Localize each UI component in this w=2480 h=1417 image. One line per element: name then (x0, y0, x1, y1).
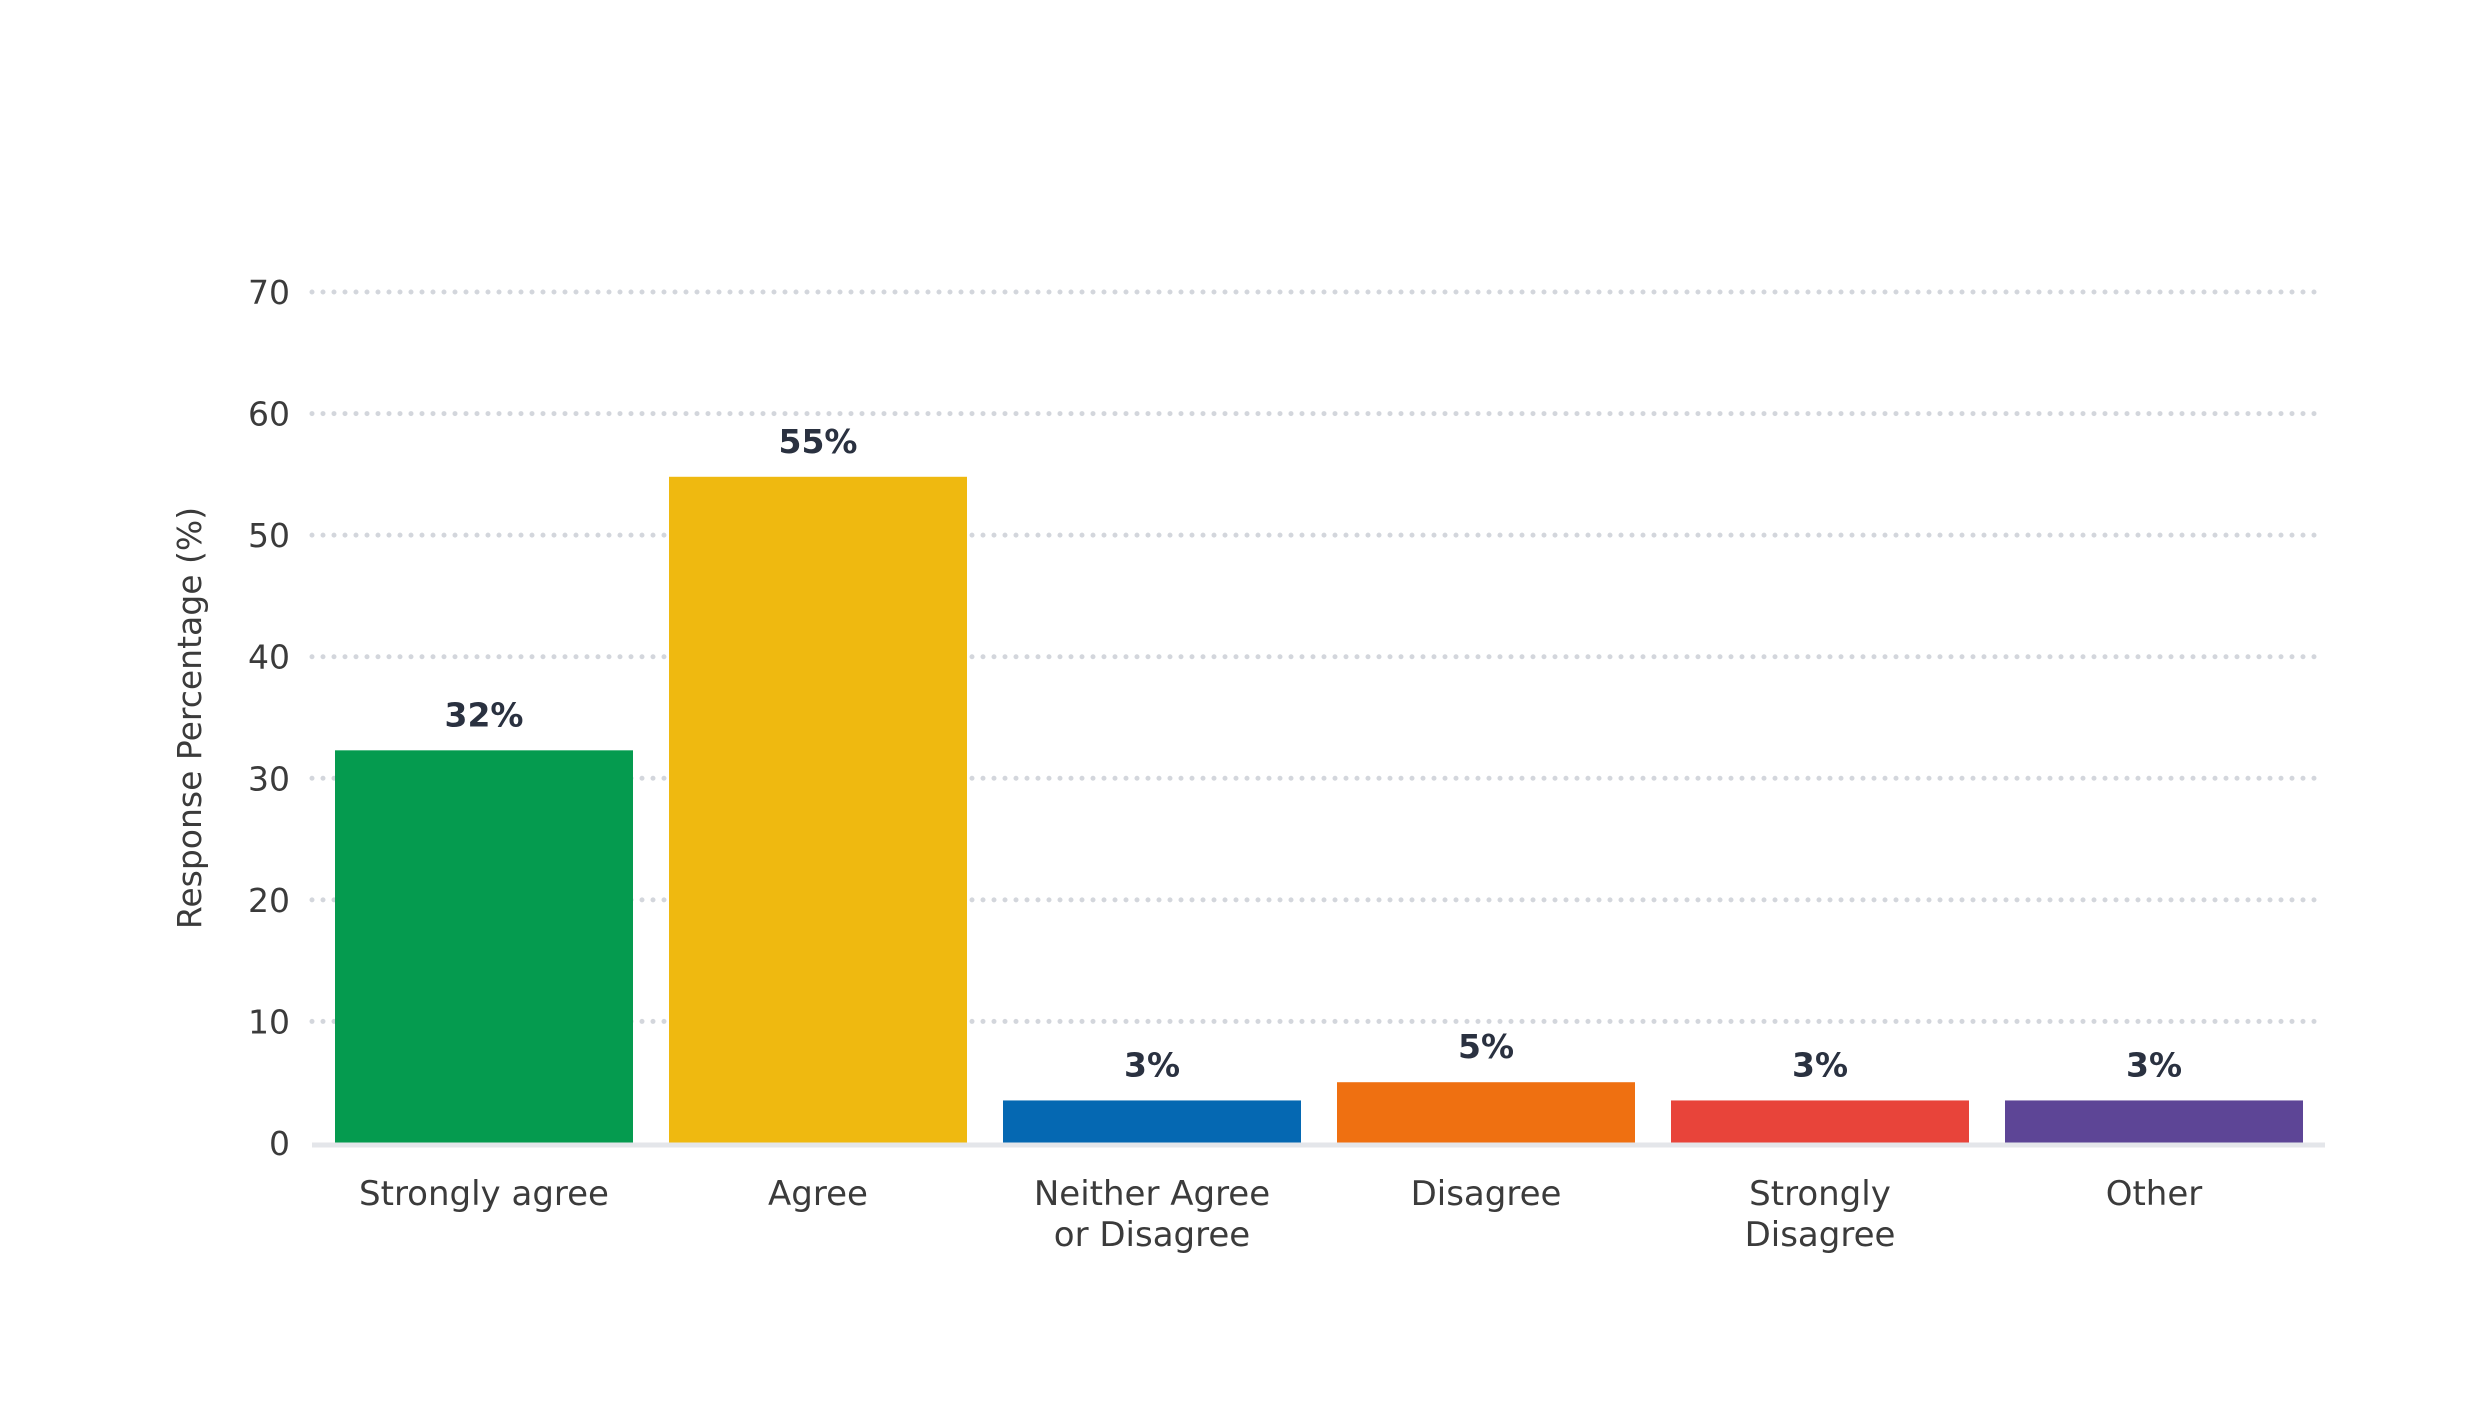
y-tick-label: 70 (248, 273, 290, 312)
category-label-line: Strongly (1749, 1174, 1891, 1214)
y-tick-label: 30 (248, 759, 290, 798)
category-label: Other (2106, 1174, 2203, 1214)
y-axis-title: Response Percentage (%) (170, 507, 209, 929)
category-label: Strongly agree (359, 1174, 609, 1214)
y-tick-label: 20 (248, 881, 290, 920)
category-label-line: Neither Agree (1034, 1174, 1270, 1214)
category-label: Neither Agree or Disagree (1034, 1174, 1270, 1255)
category-label-line: Other (2106, 1174, 2203, 1214)
data-labels: 32% 55% 3% 5% 3% 3% (445, 422, 2183, 1085)
bar (335, 750, 633, 1143)
category-label-line: Agree (768, 1174, 868, 1214)
data-label: 55% (779, 422, 858, 461)
bar (1671, 1100, 1969, 1143)
x-axis-category-labels: Strongly agree Agree Neither Agree or Disag… (359, 1174, 2202, 1255)
bar (1003, 1100, 1301, 1143)
y-tick-label: 40 (248, 638, 290, 677)
bar (2005, 1100, 2303, 1143)
bars (335, 476, 2303, 1143)
data-label: 3% (1124, 1045, 1180, 1084)
data-label: 3% (1792, 1045, 1848, 1084)
category-label-line: Strongly agree (359, 1174, 609, 1214)
bar (669, 476, 967, 1143)
category-label: Disagree (1411, 1174, 1562, 1214)
category-label-line: Disagree (1411, 1174, 1562, 1214)
y-tick-label: 50 (248, 516, 290, 555)
category-label-line: or Disagree (1054, 1215, 1250, 1255)
y-tick-label: 10 (248, 1002, 290, 1041)
category-label: Strongly Disagree (1745, 1174, 1896, 1255)
data-label: 3% (2126, 1045, 2182, 1084)
y-tick-label: 0 (269, 1124, 290, 1163)
category-label-line: Disagree (1745, 1215, 1896, 1255)
bar (1337, 1082, 1635, 1143)
data-label: 5% (1458, 1027, 1514, 1066)
category-label: Agree (768, 1174, 868, 1214)
y-tick-label: 60 (248, 395, 290, 434)
y-axis-tick-labels: 0 10 20 30 40 50 60 70 (248, 273, 290, 1163)
data-label: 32% (445, 695, 524, 734)
